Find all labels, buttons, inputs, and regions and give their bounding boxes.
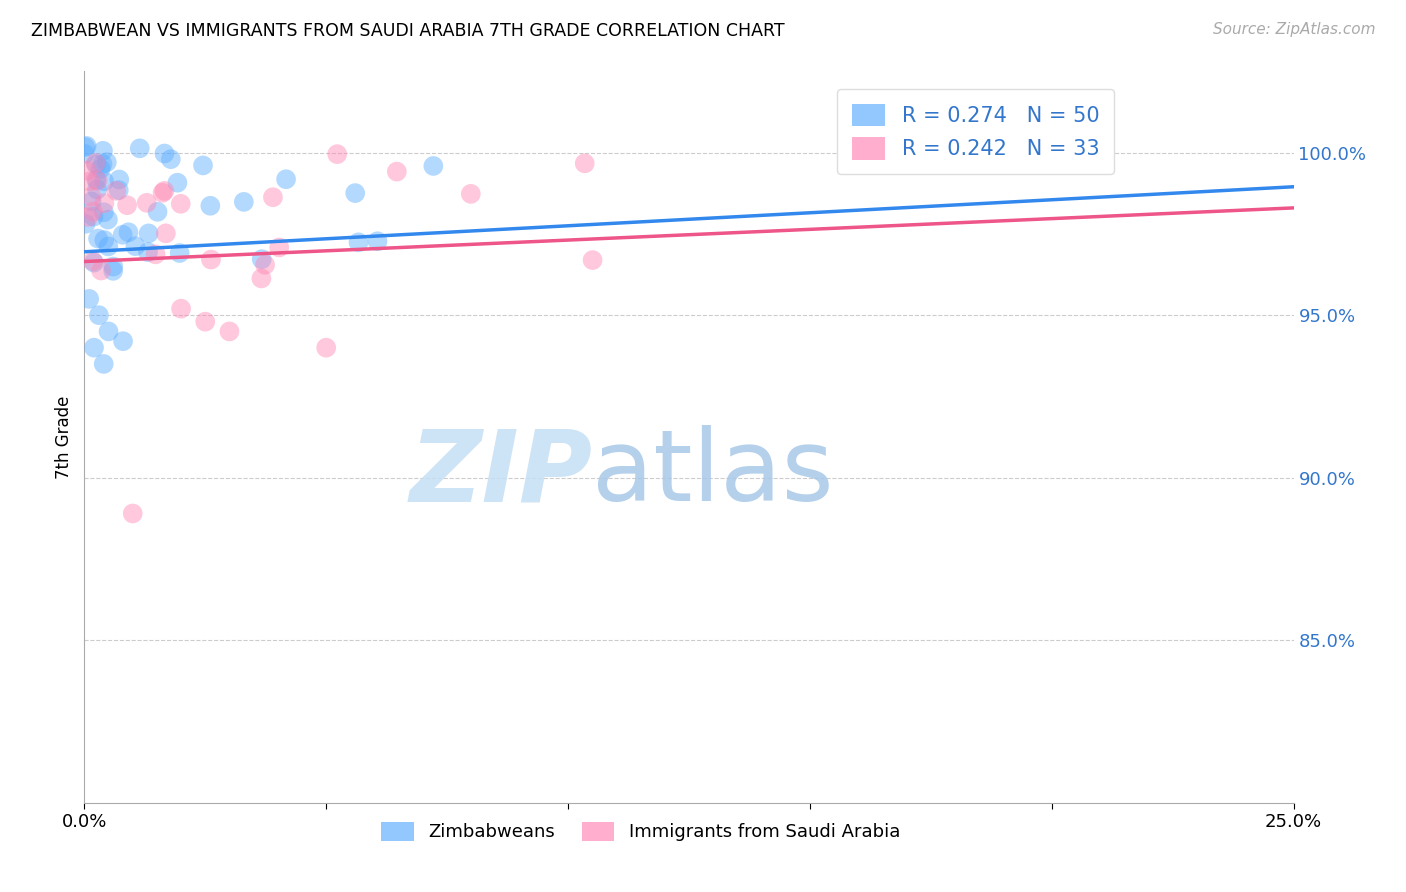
Legend: Zimbabweans, Immigrants from Saudi Arabia: Zimbabweans, Immigrants from Saudi Arabi… <box>374 814 907 848</box>
Point <box>77 210 100 224</box>
Point <box>117 225 139 239</box>
Point <box>152 186 174 200</box>
Point <box>90 161 112 176</box>
Point <box>166 176 188 190</box>
Point <box>91 144 114 158</box>
Point <box>135 195 157 210</box>
Point <box>93 233 115 247</box>
Point <box>170 301 193 316</box>
Point <box>75 217 97 231</box>
Point <box>385 164 408 178</box>
Point <box>254 258 277 272</box>
Point <box>124 239 146 253</box>
Point <box>97 212 120 227</box>
Point <box>87 231 110 245</box>
Point <box>262 190 284 204</box>
Point <box>274 172 297 186</box>
Point <box>101 264 124 278</box>
Point <box>93 174 115 188</box>
Point <box>250 271 273 285</box>
Point <box>422 159 444 173</box>
Text: atlas: atlas <box>592 425 834 522</box>
Y-axis label: 7th Grade: 7th Grade <box>55 395 73 479</box>
Point <box>111 227 134 242</box>
Point <box>80 190 103 204</box>
Point <box>326 147 349 161</box>
Point <box>121 507 143 521</box>
Point <box>73 147 96 161</box>
Text: Source: ZipAtlas.com: Source: ZipAtlas.com <box>1212 22 1375 37</box>
Point <box>138 227 160 241</box>
Point <box>86 174 108 188</box>
Point <box>218 325 240 339</box>
Point <box>84 156 107 170</box>
Point <box>82 254 104 268</box>
Point <box>347 235 370 250</box>
Point <box>82 210 104 224</box>
Point <box>160 152 183 166</box>
Point <box>91 157 114 171</box>
Point <box>366 234 388 248</box>
Point <box>82 204 104 219</box>
Text: ZIMBABWEAN VS IMMIGRANTS FROM SAUDI ARABIA 7TH GRADE CORRELATION CHART: ZIMBABWEAN VS IMMIGRANTS FROM SAUDI ARAB… <box>31 22 785 40</box>
Point <box>83 341 105 355</box>
Point <box>115 198 138 212</box>
Point <box>145 247 167 261</box>
Text: ZIP: ZIP <box>409 425 592 522</box>
Point <box>93 205 115 219</box>
Point <box>97 239 120 253</box>
Point <box>93 196 115 211</box>
Point <box>232 194 254 209</box>
Point <box>77 292 100 306</box>
Point <box>344 186 367 200</box>
Point <box>83 255 105 269</box>
Point <box>136 245 159 260</box>
Point <box>97 325 120 339</box>
Point <box>76 163 98 178</box>
Point <box>200 199 222 213</box>
Point <box>170 196 193 211</box>
Point <box>574 156 596 170</box>
Point <box>250 252 273 267</box>
Point <box>153 184 176 198</box>
Point <box>169 246 191 260</box>
Point <box>79 174 101 188</box>
Point <box>107 183 129 197</box>
Point <box>93 357 115 371</box>
Point <box>200 252 222 267</box>
Point <box>194 315 217 329</box>
Point <box>87 308 110 322</box>
Point <box>76 139 98 153</box>
Point <box>191 158 214 172</box>
Point <box>90 263 112 277</box>
Point <box>128 141 150 155</box>
Point <box>153 146 176 161</box>
Point <box>315 341 337 355</box>
Point <box>460 186 482 201</box>
Point <box>84 157 107 171</box>
Point <box>84 173 107 187</box>
Point <box>96 155 118 169</box>
Point <box>105 184 128 198</box>
Point <box>75 140 97 154</box>
Point <box>80 194 103 209</box>
Point <box>581 253 603 268</box>
Point <box>146 204 169 219</box>
Point <box>103 260 125 274</box>
Point <box>269 240 291 254</box>
Point <box>86 182 108 196</box>
Point <box>112 334 135 348</box>
Point <box>155 227 177 241</box>
Point <box>108 172 131 186</box>
